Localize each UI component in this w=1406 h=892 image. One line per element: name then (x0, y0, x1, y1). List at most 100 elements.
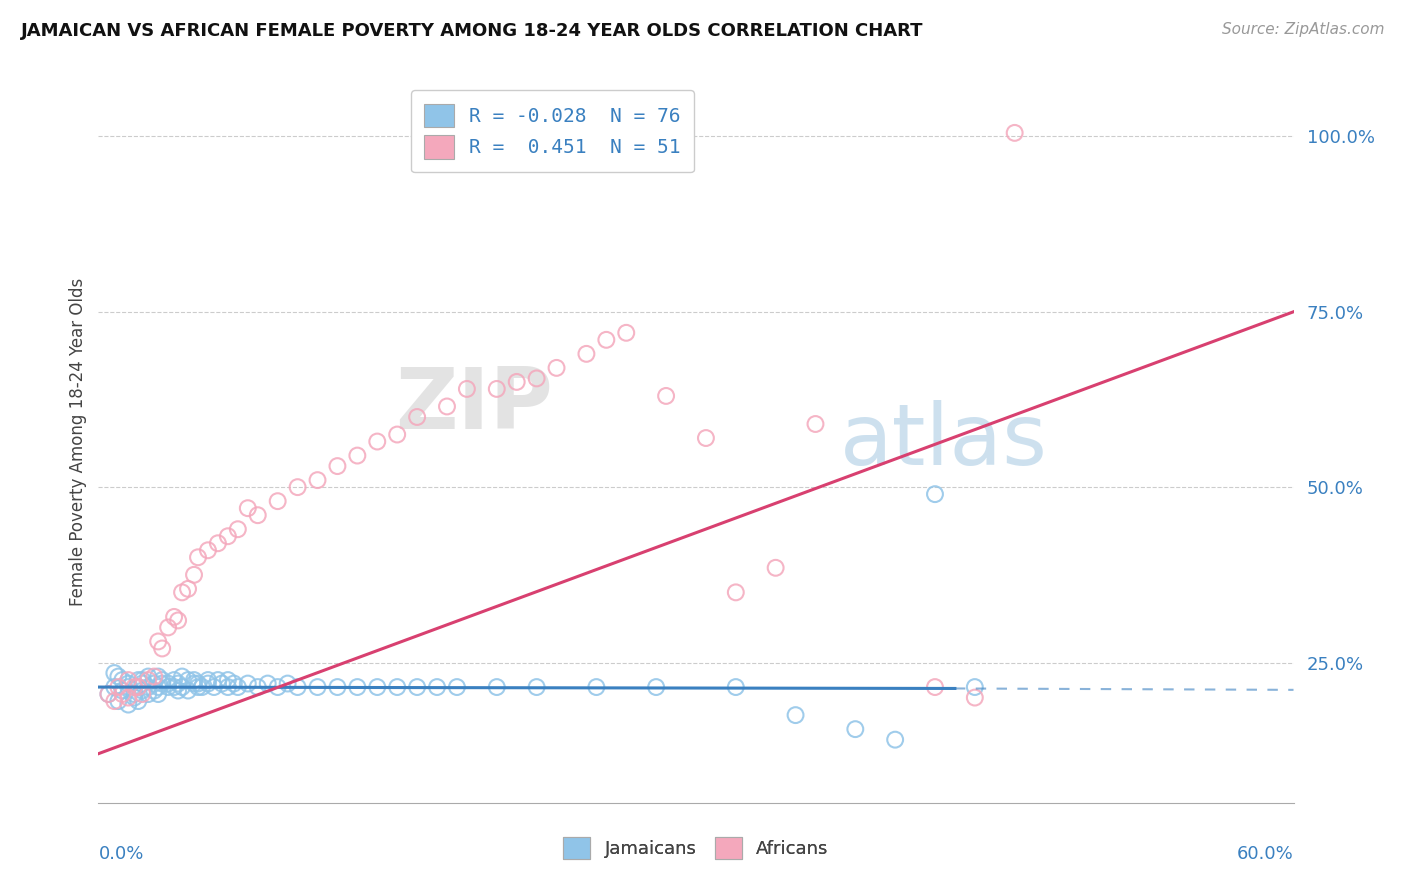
Point (963, 680, 986, 694)
Point (346, 449, 368, 463)
Point (1004, 126, 1026, 140)
Point (546, 360, 568, 375)
Point (614, 326, 637, 340)
Point (385, 427, 409, 442)
Point (157, 680, 180, 694)
Point (406, 409, 429, 424)
Point (124, 680, 146, 694)
Legend: Jamaicans, Africans: Jamaicans, Africans (555, 830, 837, 866)
Point (226, 680, 249, 694)
Point (167, 676, 190, 690)
Point (326, 680, 349, 694)
Point (277, 676, 299, 690)
Point (143, 676, 166, 690)
Point (595, 333, 617, 347)
Point (150, 673, 173, 687)
Point (207, 536, 229, 550)
Point (236, 501, 259, 516)
Point (256, 676, 278, 690)
Point (183, 673, 205, 687)
Point (136, 680, 159, 694)
Point (167, 614, 190, 628)
Point (236, 676, 259, 690)
Point (131, 676, 153, 690)
Point (136, 687, 159, 701)
Point (150, 676, 173, 690)
Point (177, 582, 200, 596)
Point (131, 673, 153, 687)
Point (695, 431, 717, 445)
Point (346, 680, 368, 694)
Point (111, 683, 134, 698)
Point (183, 676, 205, 690)
Point (124, 690, 146, 705)
Point (217, 680, 239, 694)
Point (406, 680, 429, 694)
Point (366, 680, 388, 694)
Point (103, 694, 125, 708)
Point (111, 673, 134, 687)
Point (148, 687, 170, 701)
Text: atlas: atlas (839, 400, 1047, 483)
Point (222, 676, 245, 690)
Point (177, 673, 200, 687)
Point (246, 680, 269, 694)
Point (107, 680, 129, 694)
Point (157, 620, 180, 634)
Point (187, 550, 209, 565)
Point (183, 567, 205, 582)
Point (446, 680, 468, 694)
Point (127, 680, 149, 694)
Point (117, 690, 139, 705)
Point (191, 680, 214, 694)
Point (366, 434, 388, 449)
Point (267, 494, 290, 508)
Point (148, 669, 170, 683)
Point (207, 673, 229, 687)
Point (526, 680, 548, 694)
Point (127, 673, 149, 687)
Point (287, 680, 309, 694)
Point (804, 417, 827, 431)
Point (148, 680, 170, 694)
Point (197, 673, 219, 687)
Point (172, 585, 194, 599)
Point (148, 634, 170, 648)
Point (924, 487, 946, 501)
Point (103, 680, 125, 694)
Point (724, 680, 747, 694)
Text: Source: ZipAtlas.com: Source: ZipAtlas.com (1222, 22, 1385, 37)
Point (645, 680, 668, 694)
Point (485, 382, 508, 396)
Point (163, 610, 186, 624)
Point (117, 676, 139, 690)
Point (124, 687, 146, 701)
Point (150, 641, 173, 656)
Point (655, 389, 678, 403)
Point (485, 680, 508, 694)
Point (111, 687, 134, 701)
Point (117, 673, 139, 687)
Point (884, 732, 907, 747)
Point (307, 473, 329, 487)
Point (226, 522, 249, 536)
Point (127, 694, 149, 708)
Point (177, 683, 200, 698)
Point (163, 680, 186, 694)
Text: ZIP: ZIP (395, 364, 553, 447)
Point (163, 673, 186, 687)
Point (785, 708, 807, 723)
Point (103, 666, 125, 681)
Point (246, 508, 269, 523)
Point (136, 673, 159, 687)
Point (724, 585, 747, 599)
Point (136, 669, 159, 683)
Point (217, 673, 239, 687)
Point (167, 683, 190, 698)
Point (426, 680, 449, 694)
Point (307, 680, 329, 694)
Point (765, 561, 787, 575)
Point (197, 543, 219, 558)
Point (202, 680, 225, 694)
Point (217, 529, 239, 543)
